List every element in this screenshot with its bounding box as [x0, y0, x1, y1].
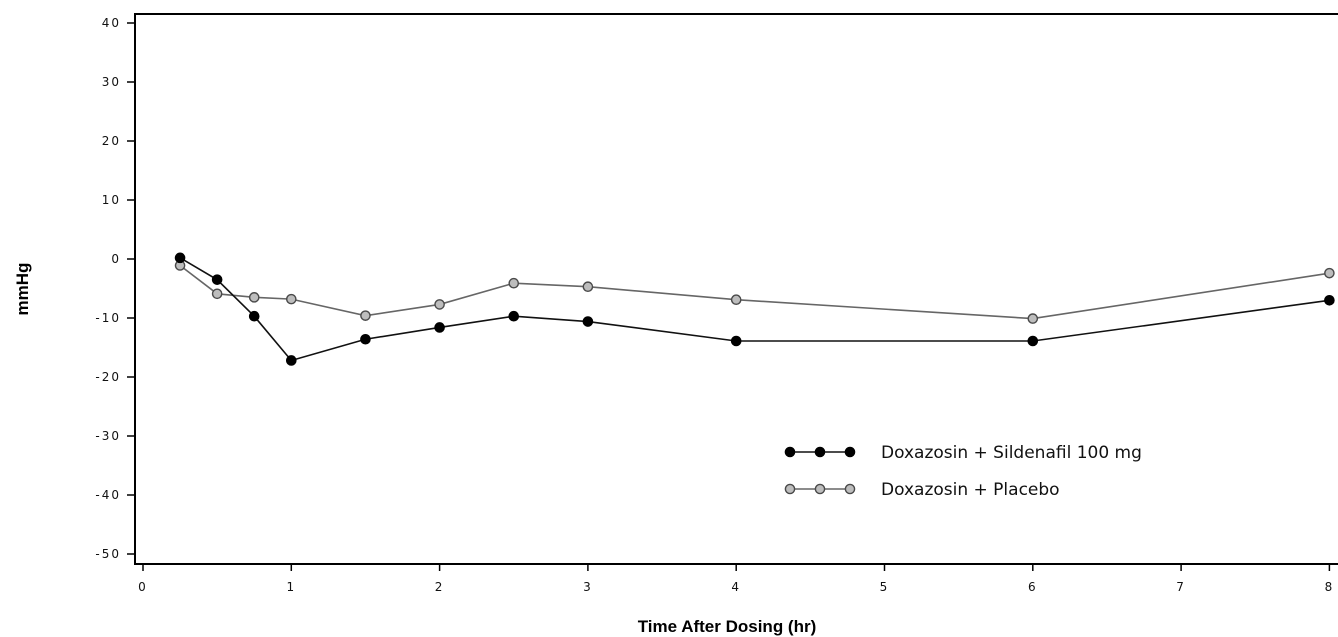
y-axis-title: mmHg: [13, 263, 32, 316]
x-tick-label: 6: [1028, 580, 1038, 594]
data-point-placebo: [285, 293, 297, 305]
legend-marker: [784, 483, 796, 495]
legend-marker: [814, 446, 826, 458]
data-point-sildenafil: [508, 310, 520, 322]
legend-marker: [844, 446, 856, 458]
y-tick-label: -40: [95, 488, 121, 502]
x-tick-label: 1: [286, 580, 296, 594]
series-line-placebo: [179, 264, 1330, 320]
data-point-sildenafil: [285, 355, 297, 366]
x-tick-label: 7: [1176, 580, 1186, 594]
data-point-sildenafil: [730, 335, 742, 347]
plot-frame: [134, 13, 1338, 565]
y-tick-label: -50: [95, 547, 121, 561]
y-tick-label: 40: [102, 16, 121, 30]
y-tick-label: 30: [102, 75, 121, 89]
legend-label: Doxazosin + Placebo: [881, 480, 1060, 500]
data-point-sildenafil: [174, 252, 186, 264]
series-layer: [174, 252, 1335, 366]
data-point-sildenafil: [1027, 335, 1039, 347]
x-tick-label: 2: [435, 580, 445, 594]
data-point-placebo: [211, 288, 223, 300]
y-tick-label: -10: [95, 311, 121, 325]
data-point-placebo: [730, 294, 742, 306]
x-axis: 0 1 2 3 4 5 6 7 8: [138, 564, 1335, 594]
legend-marker: [814, 483, 826, 495]
data-point-sildenafil: [434, 322, 445, 333]
y-tick-label: 0: [111, 252, 121, 266]
legend-marker: [784, 446, 796, 458]
data-point-placebo: [360, 310, 371, 321]
x-tick-label: 0: [138, 580, 148, 594]
y-tick-label: 20: [102, 134, 121, 148]
x-tick-label: 3: [583, 580, 593, 594]
series-placebo: [174, 260, 1335, 324]
legend-marker: [844, 483, 856, 495]
x-axis-title: Time After Dosing (hr): [638, 617, 817, 636]
y-axis: 40 30 20 10 0 -10 -20 -30 -40 -50: [95, 16, 135, 561]
data-point-placebo: [248, 292, 260, 303]
legend-label: Doxazosin + Sildenafil 100 mg: [881, 443, 1142, 463]
data-point-placebo: [508, 277, 520, 289]
data-point-sildenafil: [360, 333, 371, 345]
series-sildenafil: [174, 252, 1335, 366]
y-tick-label: 10: [102, 193, 121, 207]
data-point-sildenafil: [1324, 294, 1335, 306]
data-point-sildenafil: [248, 310, 260, 322]
x-tick-label: 8: [1325, 580, 1335, 594]
legend-item-sildenafil: Doxazosin + Sildenafil 100 mg: [784, 443, 1142, 463]
y-tick-label: -20: [95, 370, 121, 384]
x-tick-label: 5: [880, 580, 890, 594]
data-point-placebo: [582, 281, 594, 293]
legend: Doxazosin + Sildenafil 100 mg Doxazosin +…: [784, 443, 1142, 500]
legend-item-placebo: Doxazosin + Placebo: [784, 480, 1060, 500]
data-point-placebo: [1324, 267, 1335, 279]
data-point-placebo: [1027, 313, 1039, 324]
x-tick-label: 4: [731, 580, 741, 594]
series-line-sildenafil: [179, 257, 1330, 362]
data-point-placebo: [434, 299, 445, 310]
data-point-sildenafil: [582, 316, 594, 327]
y-tick-label: -30: [95, 429, 121, 443]
data-point-sildenafil: [211, 274, 223, 285]
